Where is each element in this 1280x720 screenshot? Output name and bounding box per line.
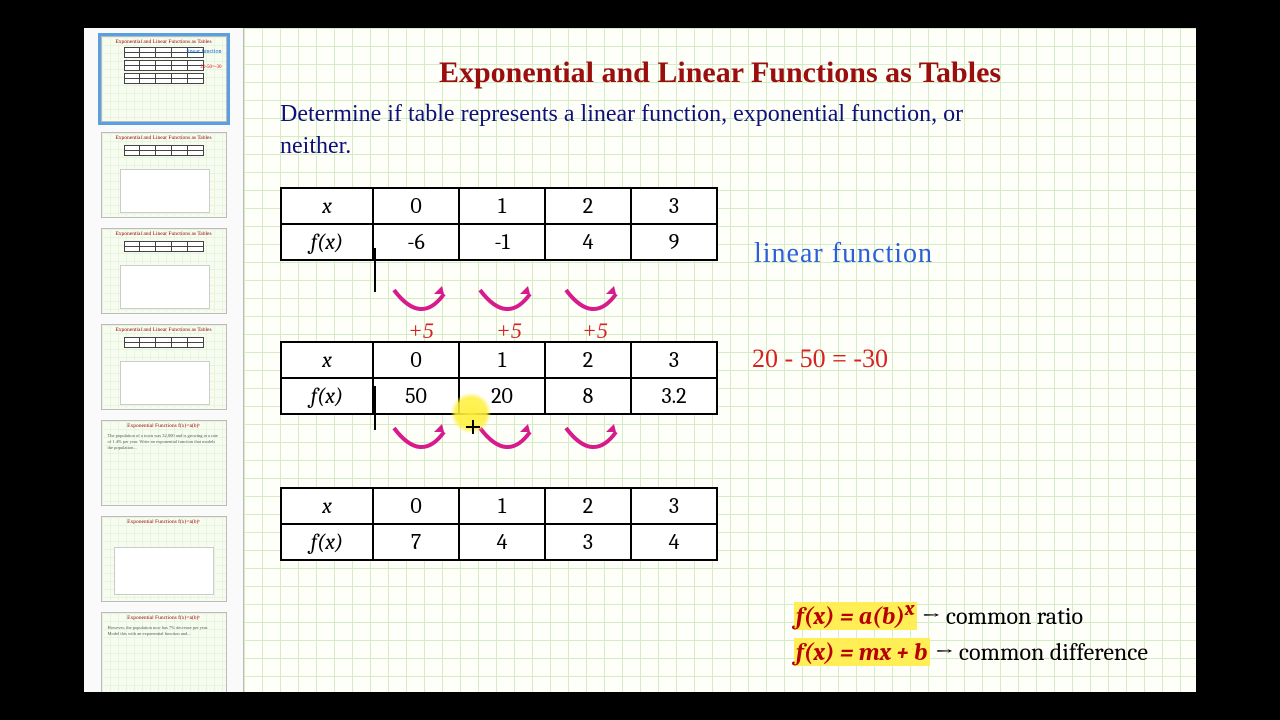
td-x: 2 [545, 342, 631, 378]
th-fx: f(x) [281, 378, 373, 414]
thumb-title: Exponential and Linear Functions as Tabl… [102, 229, 226, 237]
formula-lin-rhs: common difference [959, 638, 1148, 666]
td-x: 1 [459, 488, 545, 524]
td-x: 0 [373, 342, 459, 378]
td-x: 1 [459, 342, 545, 378]
difference-label: +5 [408, 318, 434, 344]
difference-arc [558, 424, 628, 458]
thumb-title: Exponential and Linear Functions as Tabl… [102, 37, 226, 45]
letterbox-left [0, 28, 84, 692]
thumb-chart-placeholder [120, 169, 210, 213]
formula-exponential: f(x) = a(b)x → common ratio [794, 594, 1148, 634]
difference-arc [472, 424, 542, 458]
thumb-table [124, 60, 204, 71]
letterbox-bottom [0, 692, 1280, 720]
formula-exp-sup: x [905, 597, 915, 620]
slide-thumbnail-5[interactable]: Exponential Functions f(x)=a(b)ˣ The pop… [101, 420, 227, 506]
th-x: x [281, 188, 373, 224]
thumb-title: Exponential Functions f(x)=a(b)ˣ [102, 517, 226, 525]
td-fx: 4 [545, 224, 631, 260]
slide-thumbnail-7[interactable]: Exponential Functions f(x)=a(b)ˣ However… [101, 612, 227, 692]
annotation-calculation: 20 - 50 = -30 [752, 344, 888, 374]
difference-label: +5 [582, 318, 608, 344]
thumb-chart-placeholder [114, 547, 214, 595]
slide-thumbnail-rail[interactable]: Exponential and Linear Functions as Tabl… [84, 28, 244, 692]
function-table-3: x 0 1 2 3 f(x) 7 4 3 4 [280, 487, 718, 561]
td-x: 3 [631, 342, 717, 378]
th-fx: f(x) [281, 224, 373, 260]
td-x: 0 [373, 188, 459, 224]
td-fx: 4 [459, 524, 545, 560]
td-x: 3 [631, 188, 717, 224]
function-table-1: x 0 1 2 3 f(x) -6 -1 4 9 [280, 187, 718, 261]
td-fx: 7 [373, 524, 459, 560]
td-fx: -6 [373, 224, 459, 260]
thumb-body-text: However, the population now has 7% decre… [102, 621, 226, 641]
td-x: 2 [545, 488, 631, 524]
thumb-title: Exponential Functions f(x)=a(b)ˣ [102, 613, 226, 621]
th-fx: f(x) [281, 524, 373, 560]
th-x: x [281, 342, 373, 378]
slide-thumbnail-4[interactable]: Exponential and Linear Functions as Tabl… [101, 324, 227, 410]
slide-thumbnail-3[interactable]: Exponential and Linear Functions as Tabl… [101, 228, 227, 314]
td-fx: 8 [545, 378, 631, 414]
slide-thumbnail-6[interactable]: Exponential Functions f(x)=a(b)ˣ [101, 516, 227, 602]
arrow-icon: → [935, 638, 954, 666]
slide-main: Exponential and Linear Functions as Tabl… [244, 28, 1196, 692]
table-divider-1 [374, 248, 376, 292]
letterbox-right [1196, 28, 1280, 692]
difference-arc [558, 286, 628, 320]
formula-exp-rhs: common ratio [946, 602, 1083, 630]
slide-thumbnail-2[interactable]: Exponential and Linear Functions as Tabl… [101, 132, 227, 218]
slide-title: Exponential and Linear Functions as Tabl… [280, 56, 1160, 90]
thumb-table [124, 73, 204, 84]
difference-label: +5 [496, 318, 522, 344]
thumb-table [124, 337, 204, 348]
table-divider-2 [374, 386, 376, 430]
td-fx: 20 [459, 378, 545, 414]
thumb-chart-placeholder [120, 361, 210, 405]
thumb-title: Exponential and Linear Functions as Tabl… [102, 325, 226, 333]
thumb-title: Exponential and Linear Functions as Tabl… [102, 133, 226, 141]
formula-exp-lhs: f(x) = a(b) [796, 602, 905, 630]
td-fx: 50 [373, 378, 459, 414]
td-x: 3 [631, 488, 717, 524]
annotation-linear-function: linear function [754, 238, 933, 270]
formulas-block: f(x) = a(b)x → common ratio f(x) = mx + … [794, 594, 1148, 670]
difference-arc [472, 286, 542, 320]
slide-thumbnail-1[interactable]: Exponential and Linear Functions as Tabl… [101, 36, 227, 122]
formula-lin-lhs: f(x) = mx + b [796, 638, 928, 666]
th-x: x [281, 488, 373, 524]
letterbox-top [0, 0, 1280, 28]
td-x: 1 [459, 188, 545, 224]
thumb-annotation: 20-50=-30 [200, 65, 221, 70]
thumb-chart-placeholder [120, 265, 210, 309]
td-x: 2 [545, 188, 631, 224]
td-fx: 3 [545, 524, 631, 560]
thumb-table [124, 241, 204, 252]
difference-arc [386, 424, 456, 458]
td-fx: -1 [459, 224, 545, 260]
formula-linear: f(x) = mx + b → common difference [794, 634, 1148, 670]
thumb-table [124, 145, 204, 156]
slide-subtitle: Determine if table represents a linear f… [280, 98, 1020, 163]
function-table-2: x 0 1 2 3 f(x) 50 20 8 3.2 [280, 341, 718, 415]
td-fx: 9 [631, 224, 717, 260]
video-frame: Exponential and Linear Functions as Tabl… [84, 28, 1196, 692]
arrow-icon: → [922, 602, 941, 630]
td-x: 0 [373, 488, 459, 524]
thumb-body-text: The population of a town was 32,000 and … [102, 429, 226, 455]
thumb-title: Exponential Functions f(x)=a(b)ˣ [102, 421, 226, 429]
td-fx: 4 [631, 524, 717, 560]
td-fx: 3.2 [631, 378, 717, 414]
thumb-annotation: linear function [186, 49, 221, 55]
difference-arc [386, 286, 456, 320]
